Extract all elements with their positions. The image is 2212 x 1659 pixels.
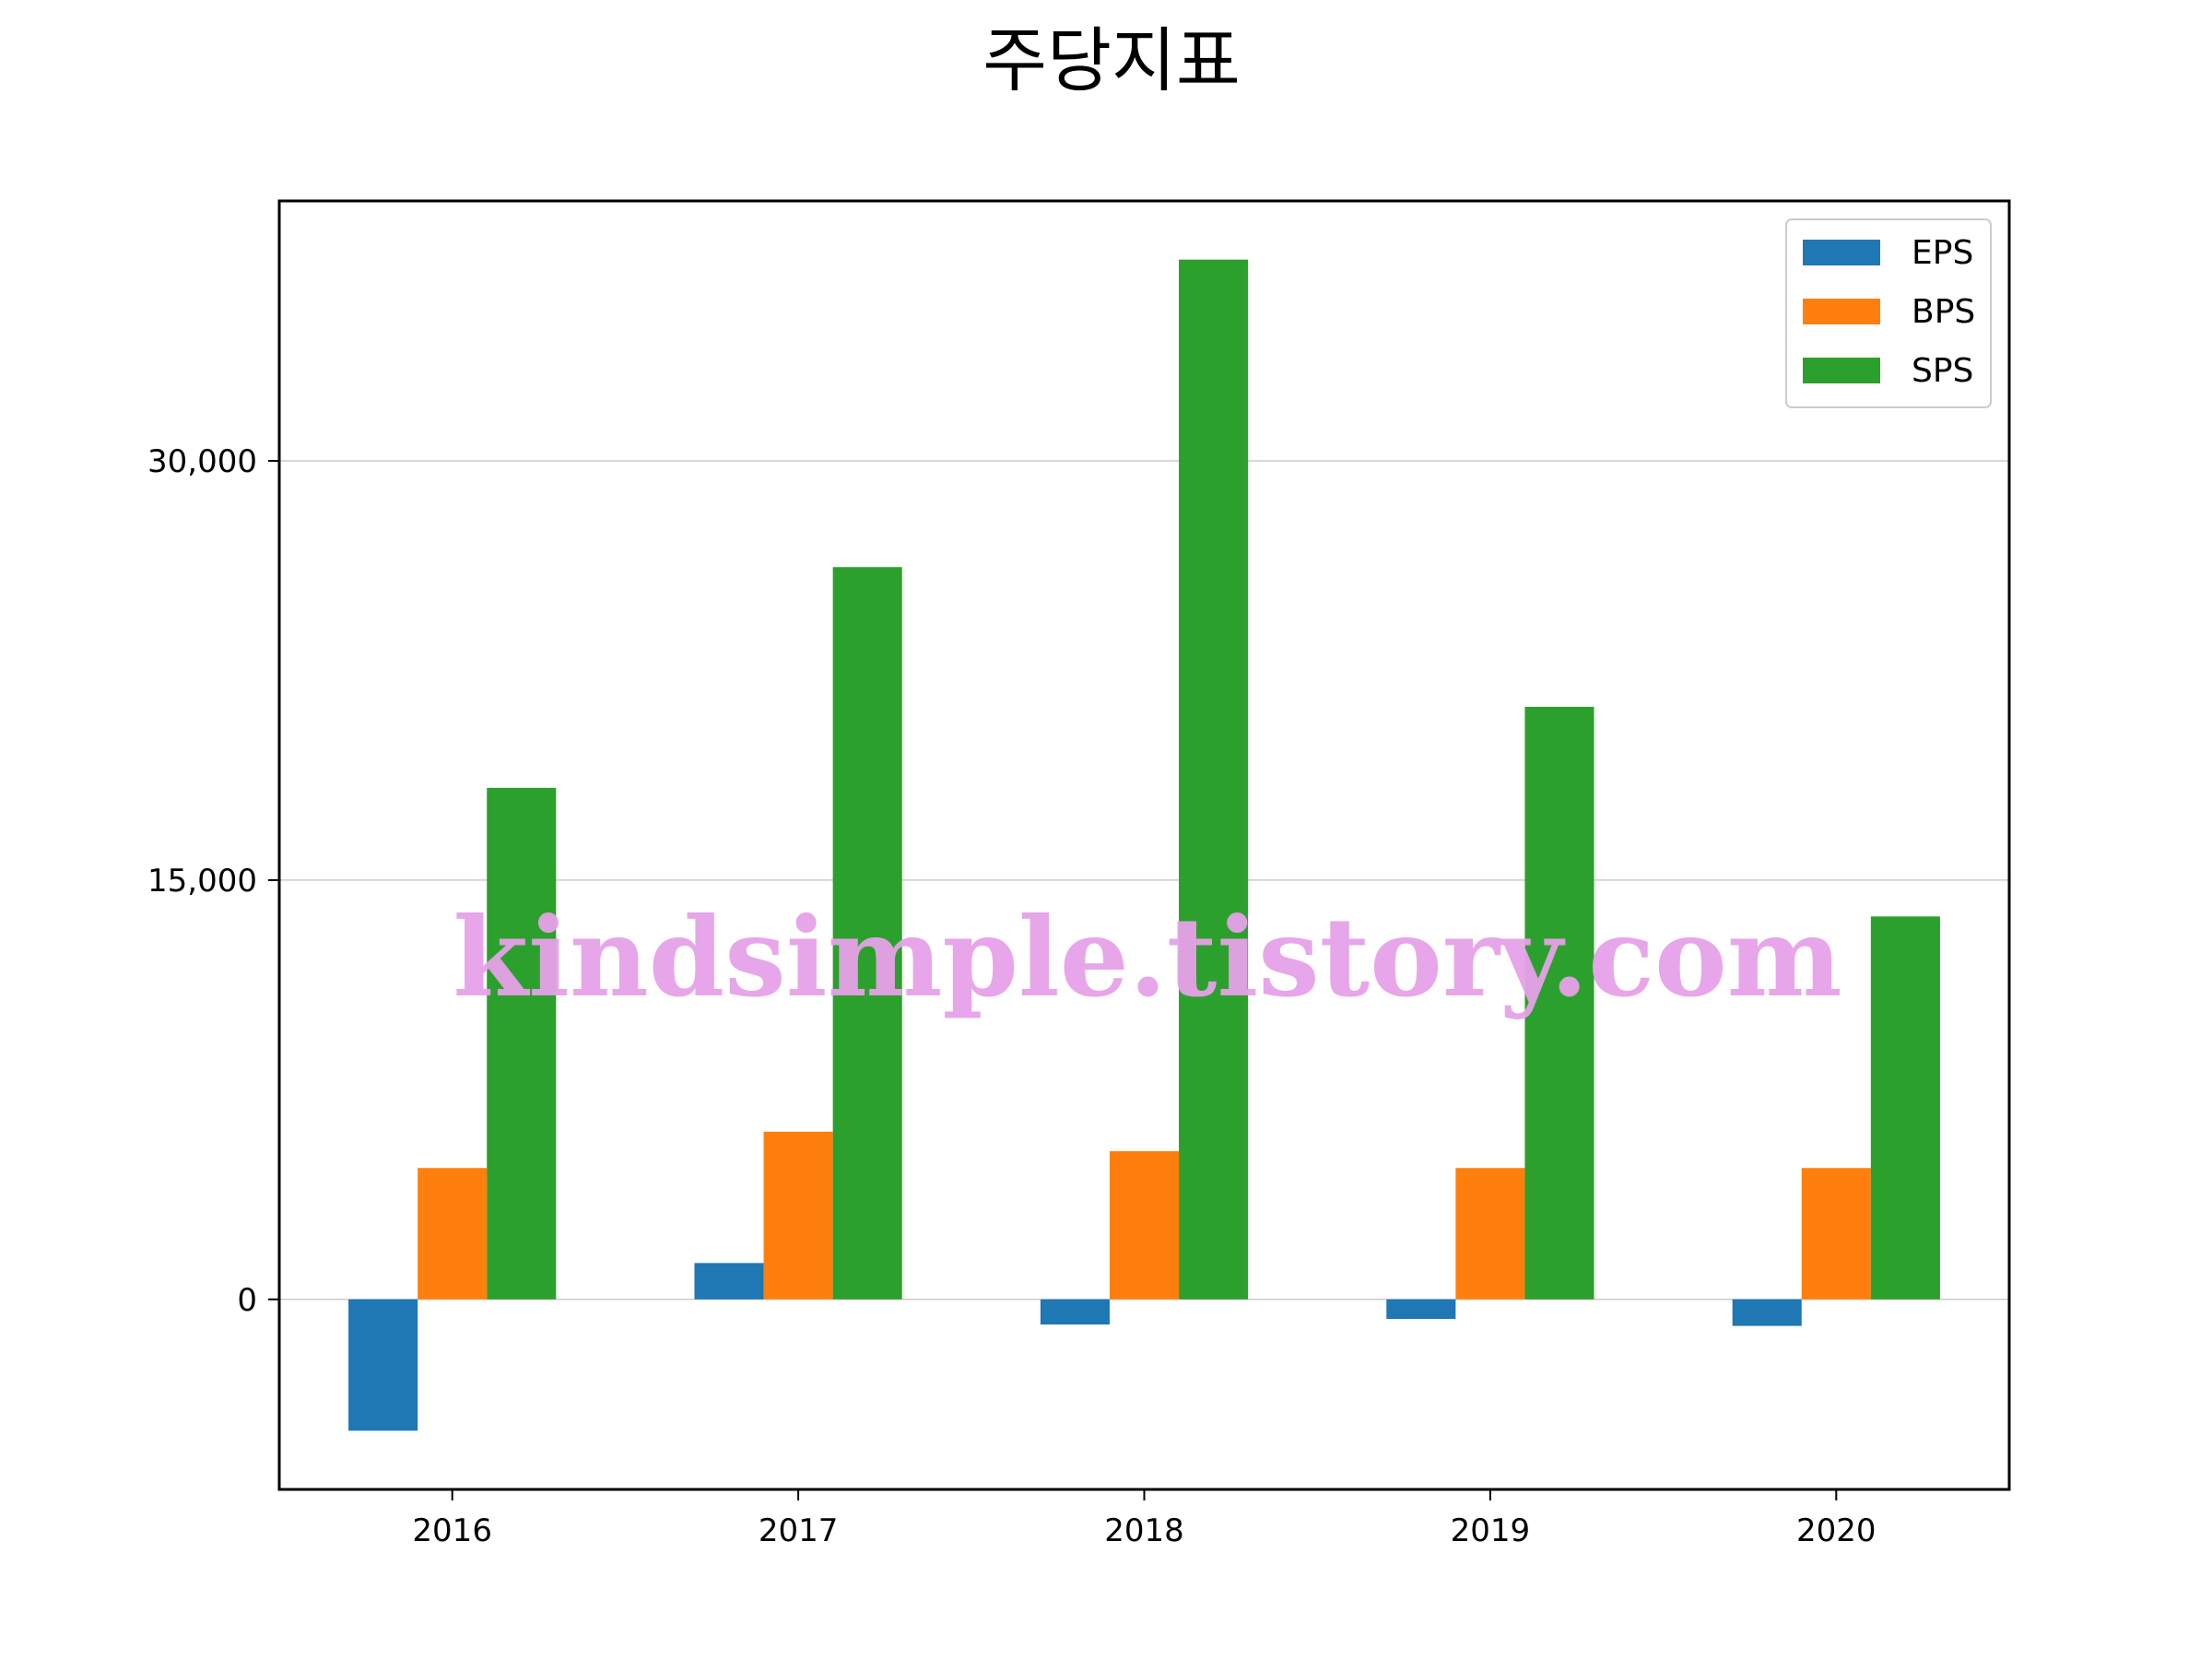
x-axis: 2016 2017 2018 2019 2020 <box>412 1489 1877 1549</box>
bar-sps-2018 <box>1179 259 1249 1300</box>
bar-eps-2016 <box>348 1299 418 1431</box>
bar-bps-2020 <box>1801 1168 1871 1300</box>
legend-swatch-sps <box>1803 358 1880 383</box>
legend: EPS BPS SPS <box>1785 218 1992 408</box>
chart-title: 주당지표 <box>982 19 1241 101</box>
bar-bps-2018 <box>1109 1151 1180 1300</box>
bar-bps-2016 <box>418 1168 488 1300</box>
bar-sps-2020 <box>1870 916 1940 1300</box>
x-tick-label: 2019 <box>1451 1512 1531 1549</box>
bar-bps-2017 <box>763 1131 833 1300</box>
gridlines <box>279 460 2009 1300</box>
watermark: kindsimple.tistory.com <box>453 893 1841 1021</box>
legend-swatch-bps <box>1803 299 1880 324</box>
bar-sps-2016 <box>487 787 557 1300</box>
bar-eps-2019 <box>1386 1299 1456 1320</box>
bar-eps-2020 <box>1732 1299 1802 1326</box>
bar-sps-2017 <box>832 567 902 1300</box>
bar-eps-2018 <box>1040 1299 1110 1325</box>
y-tick-label: 15,000 <box>147 863 257 900</box>
x-tick-label: 2016 <box>412 1512 492 1549</box>
x-tick-label: 2018 <box>1104 1512 1184 1549</box>
bars <box>348 259 1940 1431</box>
y-axis: 0 15,000 30,000 <box>147 443 279 1319</box>
x-tick-label: 2017 <box>759 1512 839 1549</box>
bar-sps-2019 <box>1524 706 1594 1300</box>
bar-bps-2019 <box>1455 1168 1525 1300</box>
legend-label-bps: BPS <box>1912 293 1975 331</box>
plot-frame <box>277 199 2011 1491</box>
legend-label-sps: SPS <box>1912 352 1973 390</box>
y-tick-label: 30,000 <box>147 443 257 480</box>
x-tick-label: 2020 <box>1796 1512 1877 1549</box>
y-tick-label: 0 <box>237 1282 257 1319</box>
legend-swatch-eps <box>1803 240 1880 265</box>
bar-eps-2017 <box>694 1263 764 1300</box>
legend-label-eps: EPS <box>1912 234 1973 272</box>
